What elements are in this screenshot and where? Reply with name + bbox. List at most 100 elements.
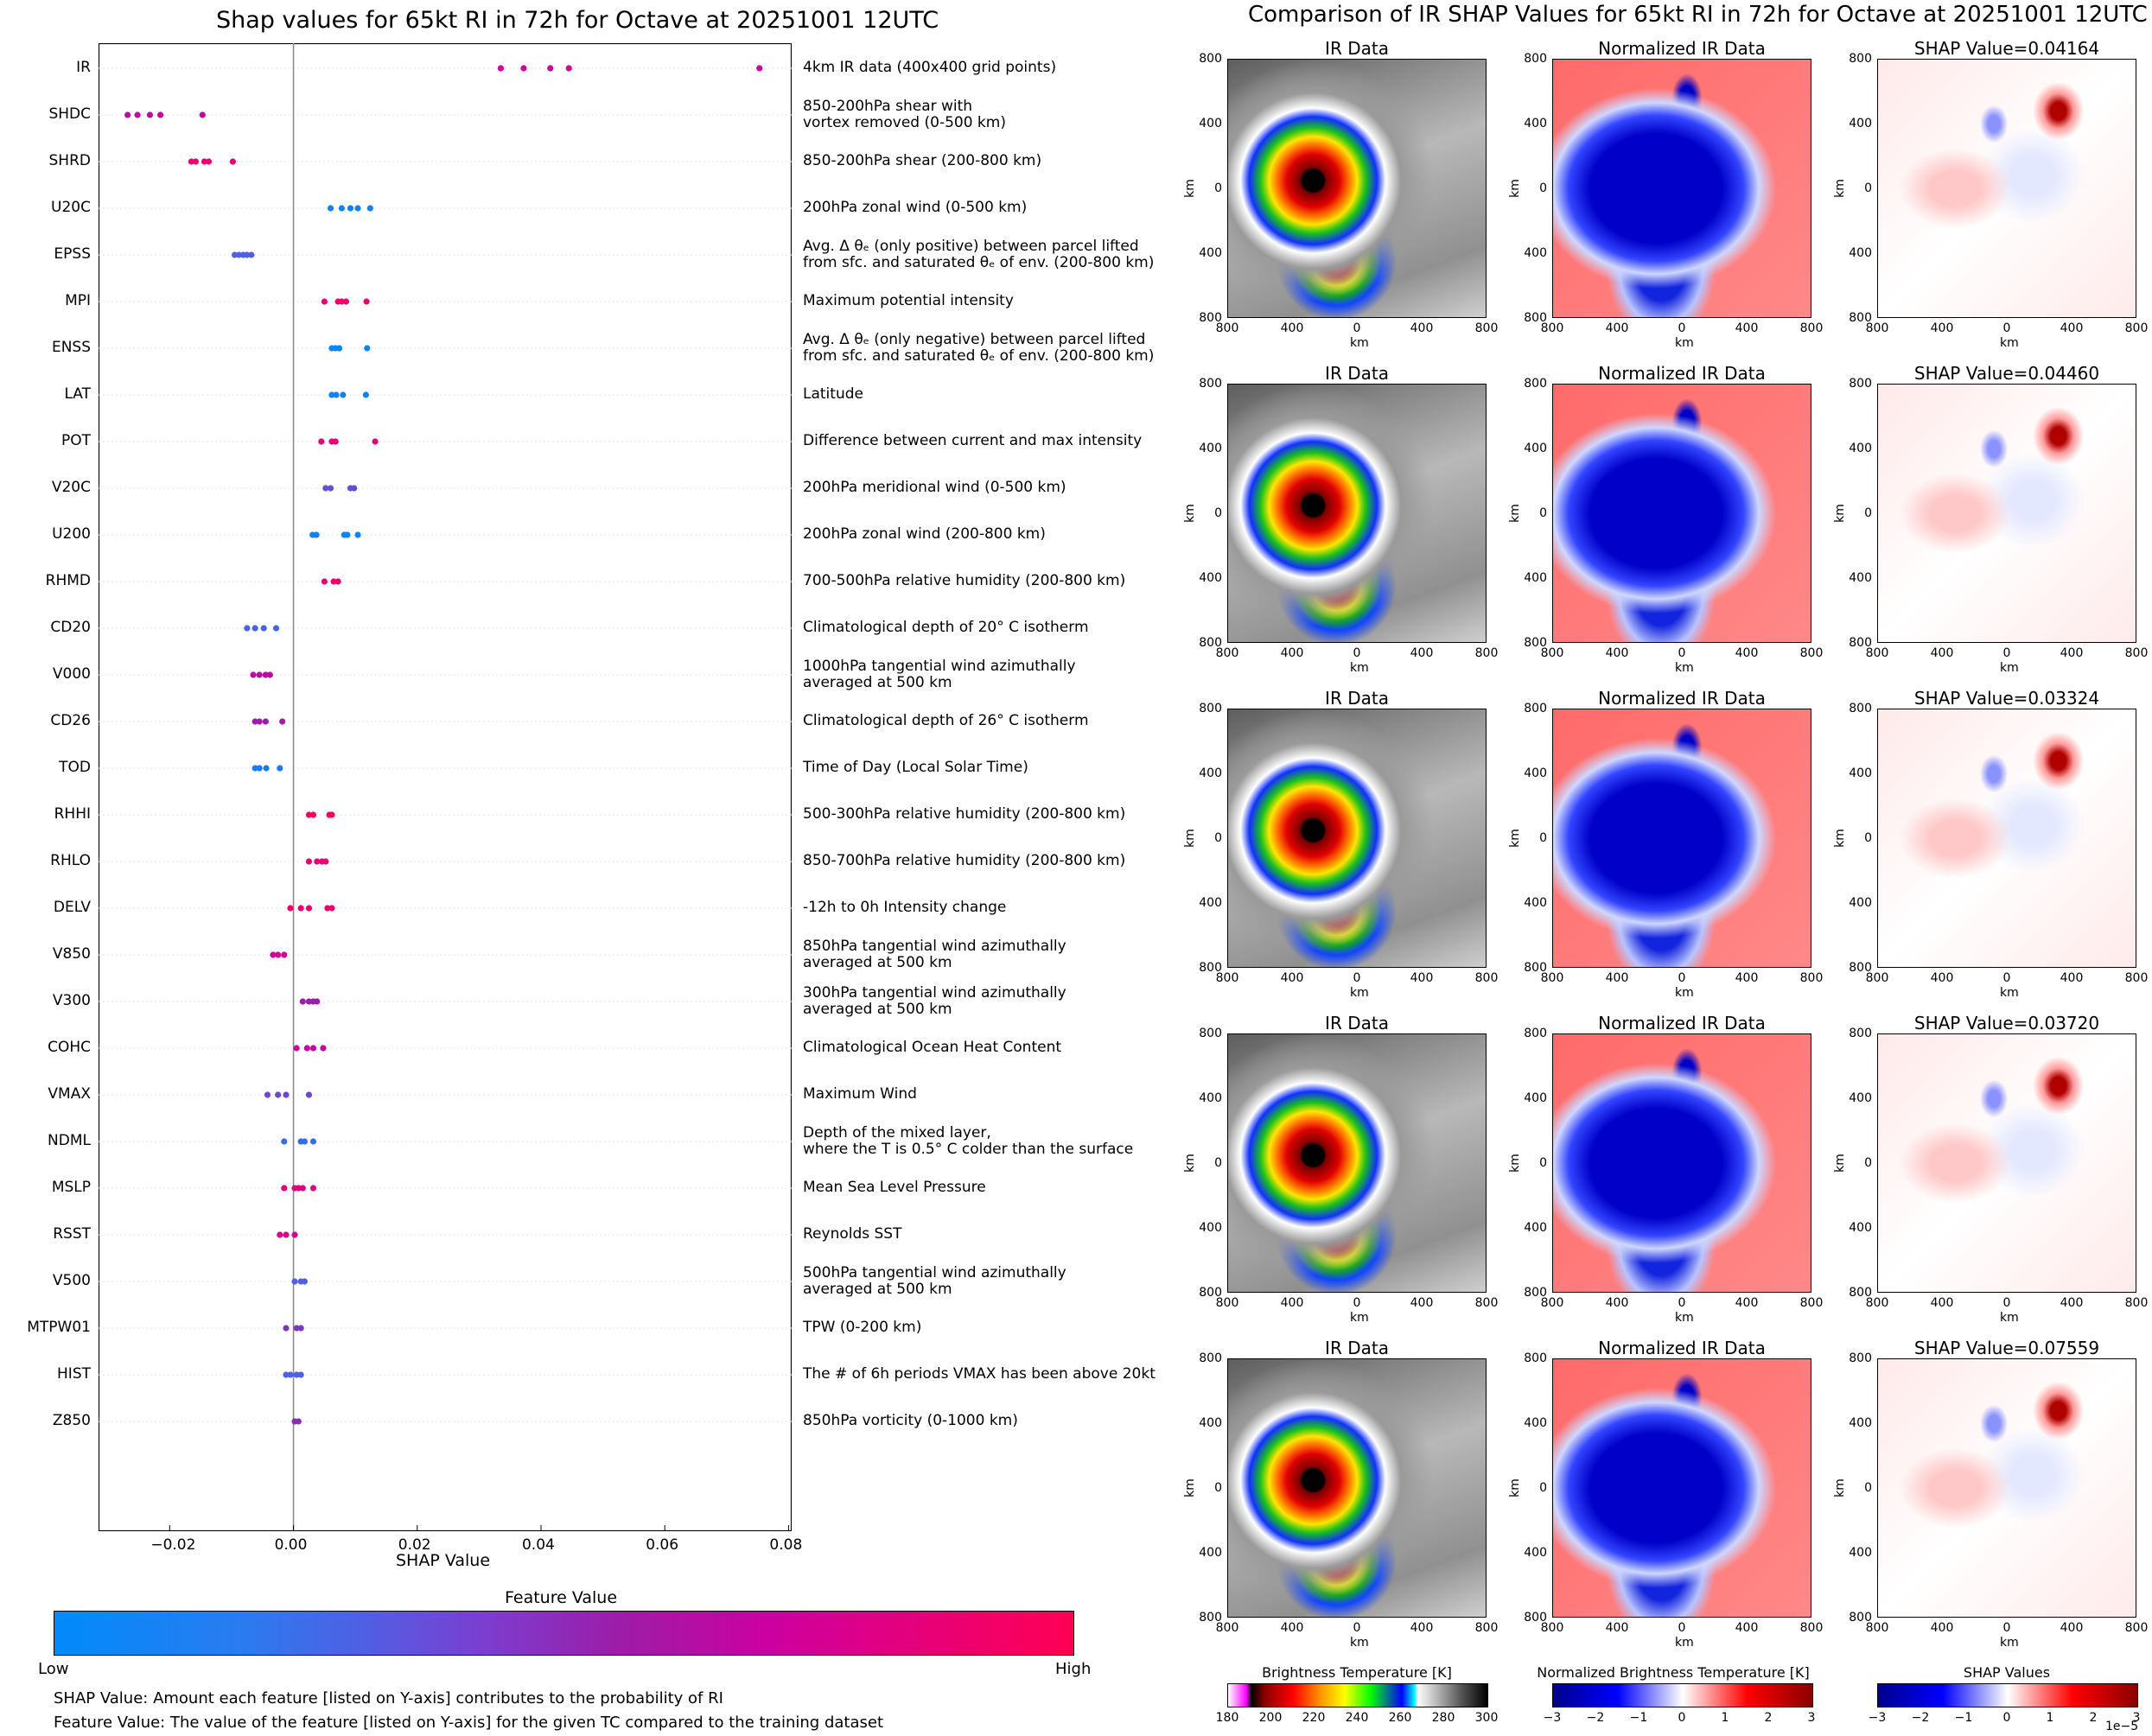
feature-label: HIST [57, 1365, 91, 1383]
ir-colorbar-tick: 240 [1345, 1711, 1369, 1725]
shap-colorbar-tick: −1 [1954, 1711, 1973, 1725]
feature-label: SHRD [48, 152, 91, 169]
y-tick-label: 800 [1849, 636, 1872, 650]
shap-point [756, 65, 763, 72]
shap-point [293, 1045, 300, 1052]
shap-point [281, 1138, 288, 1145]
shap-value-title: SHAP Value=0.04460 [1913, 363, 2100, 384]
feature-description: Depth of the mixed layer, where the T is… [803, 1124, 1134, 1158]
y-tick-label: 400 [1524, 117, 1547, 130]
y-tick-label: 400 [1524, 246, 1547, 260]
x-tick-label: 400 [1410, 971, 1434, 985]
shap-point [334, 578, 341, 585]
shap-point [328, 811, 335, 818]
normalized-ir-title: Normalized IR Data [1598, 688, 1766, 709]
x-tick-label: 800 [1799, 321, 1824, 335]
y-tick-label: 800 [1199, 1027, 1222, 1040]
y-tick-label: 400 [1199, 246, 1222, 260]
x-axis-label: km [1350, 336, 1369, 350]
x-tick-label: 0 [1678, 646, 1686, 660]
y-tick-label: 800 [1524, 1027, 1547, 1040]
y-tick-label: 800 [1199, 377, 1222, 391]
x-tick-label: 800 [1865, 321, 1889, 335]
shap-point [146, 111, 154, 118]
y-tick-label: 0 [1539, 1481, 1547, 1495]
shap-point [305, 858, 313, 865]
x-tick-label: 800 [1799, 1296, 1824, 1310]
feature-label: RHHI [54, 805, 91, 823]
shap-point [372, 438, 379, 445]
feature-description: 4km IR data (400x400 grid points) [803, 59, 1057, 76]
feature-description: Difference between current and max inten… [803, 432, 1143, 449]
shap-point [251, 625, 258, 632]
x-axis-label: km [1675, 661, 1694, 675]
shap-point [351, 485, 358, 492]
y-axis-label: km [1507, 829, 1522, 848]
left-chart-title: Shap values for 65kt RI in 72h for Octav… [216, 7, 939, 34]
x-tick-label: 400 [1605, 321, 1629, 335]
x-tick-label: 400 [1735, 321, 1759, 335]
x-tick-label: 800 [1865, 1621, 1889, 1635]
shap-point [328, 905, 335, 912]
feature-label: POT [60, 432, 91, 449]
y-tick-label: 400 [1199, 1091, 1222, 1105]
y-axis-label: km [1182, 829, 1197, 848]
y-tick-label: 400 [1524, 1416, 1547, 1430]
shap-point [362, 391, 369, 398]
shap-point [295, 1185, 302, 1192]
x-tick-label: 0 [1353, 321, 1361, 335]
y-tick-label: 400 [1849, 1091, 1872, 1105]
shap-point [275, 951, 282, 958]
shap-point [260, 625, 267, 632]
y-tick-label: 400 [1199, 571, 1222, 585]
shap-point [565, 65, 572, 72]
x-tick-label: 0 [2002, 646, 2011, 660]
x-tick-label: 0.08 [769, 1536, 803, 1554]
y-tick-label: 0 [1539, 181, 1547, 195]
y-tick-label: 400 [1849, 117, 1872, 130]
x-axis-label: km [2000, 336, 2019, 350]
x-tick-label: 400 [1605, 971, 1629, 985]
shap-map-panel [1877, 1358, 2136, 1618]
ir-data-title: IR Data [1325, 688, 1389, 709]
shap-point [277, 1231, 283, 1238]
y-tick-label: 800 [1849, 377, 1872, 391]
x-tick-label: 400 [1930, 321, 1954, 335]
x-tick-label: 400 [1735, 1621, 1759, 1635]
feature-label: TOD [59, 759, 91, 776]
shap-point [244, 625, 251, 632]
normalized-ir-title: Normalized IR Data [1598, 363, 1766, 384]
y-tick-label: 400 [1199, 766, 1222, 780]
shap-colorbar-tick: 3 [2132, 1711, 2141, 1725]
shap-point [270, 951, 277, 958]
y-tick-label: 400 [1524, 766, 1547, 780]
y-tick-label: 800 [1524, 311, 1547, 325]
shap-point [303, 1045, 310, 1052]
feature-label: V500 [52, 1272, 91, 1289]
shap-point [244, 251, 251, 258]
x-axis-label: km [2000, 1636, 2019, 1650]
shap-point [251, 765, 258, 772]
y-tick-label: 400 [1199, 896, 1222, 910]
x-tick-label: 800 [1474, 971, 1499, 985]
x-tick-label: 400 [1280, 1296, 1304, 1310]
y-axis-label: km [1182, 504, 1197, 523]
shap-point [256, 765, 263, 772]
x-axis-label: km [2000, 661, 2019, 675]
y-tick-label: 800 [1849, 1027, 1872, 1040]
x-tick-label: 0.06 [646, 1536, 679, 1554]
feature-label: V000 [52, 665, 91, 683]
y-tick-label: 800 [1849, 702, 1872, 715]
ir-colorbar-tick: 180 [1215, 1711, 1239, 1725]
x-tick-label: 800 [1540, 321, 1564, 335]
shap-point [301, 1278, 309, 1285]
x-tick-label: 0 [2002, 1621, 2011, 1635]
x-tick-label: 800 [1474, 321, 1499, 335]
y-tick-label: 800 [1524, 1611, 1547, 1625]
x-tick-label: 800 [2124, 321, 2149, 335]
y-tick-label: 800 [1849, 1286, 1872, 1300]
y-tick-label: 400 [1199, 442, 1222, 455]
shap-colorbar-tick: −3 [1868, 1711, 1887, 1725]
x-tick-label: 800 [1540, 1296, 1564, 1310]
ir-data-title: IR Data [1325, 363, 1389, 384]
